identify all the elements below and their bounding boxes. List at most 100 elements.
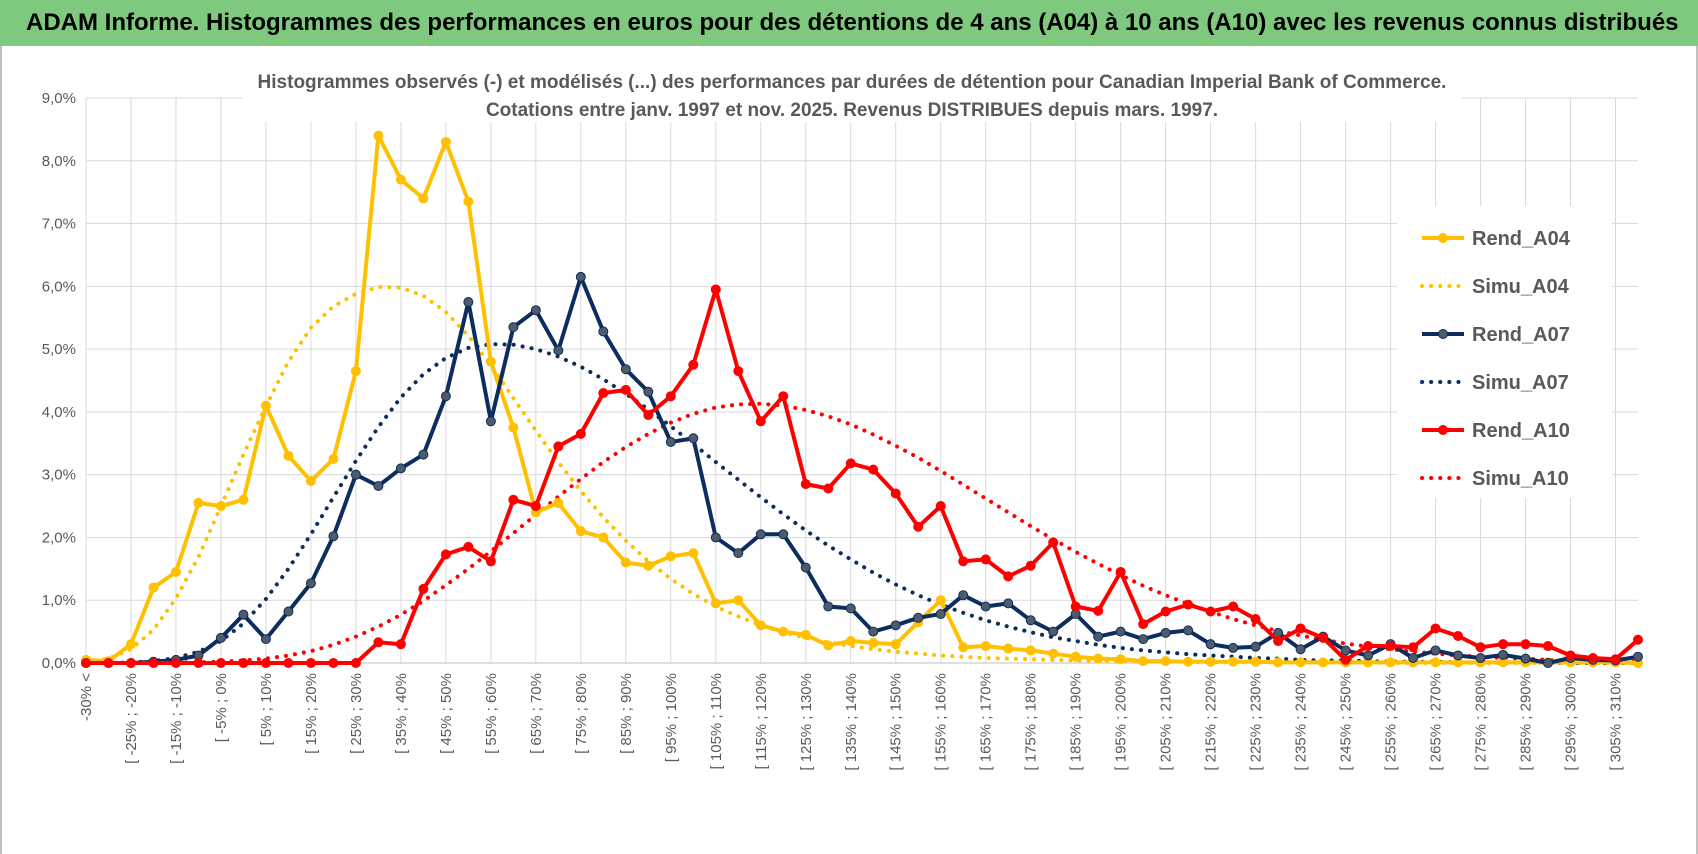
data-point-rend-a04 bbox=[1273, 657, 1284, 668]
data-point-rend-a10 bbox=[643, 410, 654, 421]
data-point-rend-a10 bbox=[440, 549, 451, 560]
data-point-rend-a10 bbox=[418, 583, 429, 594]
x-tick-label: [ 265% ; 270% bbox=[1428, 673, 1445, 771]
data-point-rend-a04 bbox=[1205, 656, 1216, 667]
data-point-rend-a07 bbox=[1228, 642, 1239, 653]
x-tick-label: [ 285% ; 290% bbox=[1518, 673, 1535, 771]
y-tick-label: 9,0% bbox=[42, 90, 76, 107]
data-point-rend-a07 bbox=[1498, 649, 1509, 660]
data-point-rend-a04 bbox=[170, 566, 181, 577]
data-point-rend-a10 bbox=[148, 658, 159, 668]
x-tick-label: [ 305% ; 310% bbox=[1608, 673, 1625, 771]
data-point-rend-a07 bbox=[1430, 645, 1441, 656]
data-point-rend-a07 bbox=[575, 271, 586, 282]
data-point-rend-a07 bbox=[373, 480, 384, 491]
data-point-rend-a10 bbox=[688, 359, 699, 370]
x-axis-ticks: -30% < [ -25% ; -20% [ -15% ; -10% [ -5% ; … bbox=[78, 673, 1625, 771]
data-point-rend-a04 bbox=[1115, 654, 1126, 665]
data-point-rend-a07 bbox=[305, 578, 316, 589]
data-point-rend-a07 bbox=[1138, 634, 1149, 645]
data-point-rend-a07 bbox=[868, 626, 879, 637]
data-point-rend-a07 bbox=[958, 590, 969, 601]
data-point-rend-a10 bbox=[755, 416, 766, 427]
data-point-rend-a04 bbox=[575, 526, 586, 537]
data-point-rend-a07 bbox=[1205, 639, 1216, 650]
data-point-rend-a10 bbox=[1633, 634, 1643, 645]
data-point-rend-a10 bbox=[283, 658, 294, 668]
data-point-rend-a07 bbox=[1543, 658, 1554, 668]
data-point-rend-a04 bbox=[1048, 648, 1059, 659]
data-point-rend-a07 bbox=[1475, 652, 1486, 663]
data-point-rend-a10 bbox=[913, 521, 924, 532]
data-point-rend-a07 bbox=[890, 620, 901, 631]
data-point-rend-a10 bbox=[485, 556, 496, 567]
data-point-rend-a10 bbox=[1430, 623, 1441, 634]
data-point-rend-a04 bbox=[733, 595, 744, 606]
data-point-rend-a10 bbox=[1498, 639, 1509, 650]
x-tick-label: [ 255% ; 260% bbox=[1383, 673, 1400, 771]
data-point-rend-a10 bbox=[1610, 654, 1621, 665]
x-tick-label: [ 235% ; 240% bbox=[1293, 673, 1310, 771]
legend-marker-rend-a10 bbox=[1438, 425, 1448, 435]
x-tick-label: [ 55% ; 60% bbox=[483, 673, 500, 754]
x-tick-label: [ 85% ; 90% bbox=[618, 673, 635, 754]
data-point-rend-a07 bbox=[283, 606, 294, 617]
data-point-rend-a07 bbox=[440, 391, 451, 402]
data-point-rend-a07 bbox=[485, 416, 496, 427]
performance-histogram-chart: 0,0% 1,0% 2,0% 3,0% 4,0% 5,0% 6,0% 7,0% 8,0% 9,0%… bbox=[42, 62, 1643, 771]
data-point-rend-a07 bbox=[800, 562, 811, 573]
data-point-rend-a04 bbox=[1138, 656, 1149, 667]
x-tick-label: [ 215% ; 220% bbox=[1203, 673, 1220, 771]
data-point-rend-a10 bbox=[620, 384, 631, 395]
data-point-rend-a10 bbox=[125, 658, 136, 668]
data-point-rend-a04 bbox=[1160, 656, 1171, 667]
data-point-rend-a10 bbox=[800, 479, 811, 490]
legend-label-rend-a10: Rend_A10 bbox=[1472, 420, 1570, 442]
data-point-rend-a10 bbox=[1543, 641, 1554, 652]
series-layer bbox=[81, 130, 1643, 668]
x-tick-label: [ 185% ; 190% bbox=[1068, 673, 1085, 771]
data-point-rend-a10 bbox=[845, 458, 856, 469]
data-point-rend-a07 bbox=[643, 386, 654, 397]
data-point-rend-a07 bbox=[1115, 626, 1126, 637]
data-point-rend-a10 bbox=[778, 391, 789, 402]
legend-label-simu-a04: Simu_A04 bbox=[1472, 276, 1570, 298]
x-tick-label: [ 125% ; 130% bbox=[798, 673, 815, 771]
data-point-rend-a07 bbox=[1363, 650, 1374, 661]
data-point-rend-a04 bbox=[620, 557, 631, 568]
data-point-rend-a04 bbox=[238, 494, 249, 505]
data-point-rend-a04 bbox=[418, 193, 429, 204]
data-point-rend-a04 bbox=[440, 136, 451, 147]
data-point-rend-a07 bbox=[980, 601, 991, 612]
data-point-rend-a07 bbox=[1408, 652, 1419, 663]
data-point-rend-a10 bbox=[868, 464, 879, 475]
data-point-rend-a04 bbox=[755, 620, 766, 631]
data-point-rend-a10 bbox=[1228, 601, 1239, 612]
data-point-rend-a10 bbox=[193, 658, 204, 668]
data-point-rend-a10 bbox=[1295, 623, 1306, 634]
data-point-rend-a04 bbox=[845, 636, 856, 647]
data-point-rend-a10 bbox=[823, 483, 834, 494]
data-point-rend-a07 bbox=[1340, 645, 1351, 656]
x-tick-label: [ 95% ; 100% bbox=[663, 673, 680, 762]
data-point-rend-a10 bbox=[260, 658, 271, 668]
y-tick-label: 1,0% bbox=[42, 592, 76, 609]
legend-label-rend-a07: Rend_A07 bbox=[1472, 324, 1570, 346]
data-point-rend-a10 bbox=[103, 658, 114, 668]
data-point-rend-a10 bbox=[1160, 606, 1171, 617]
data-point-rend-a04 bbox=[868, 637, 879, 648]
x-tick-label: [ 175% ; 180% bbox=[1023, 673, 1040, 771]
data-point-rend-a04 bbox=[553, 497, 564, 508]
data-point-rend-a10 bbox=[1408, 642, 1419, 653]
data-point-rend-a07 bbox=[1250, 641, 1261, 652]
data-point-rend-a04 bbox=[665, 551, 676, 562]
y-tick-label: 6,0% bbox=[42, 278, 76, 295]
data-point-rend-a04 bbox=[328, 453, 339, 464]
data-point-rend-a04 bbox=[935, 595, 946, 606]
data-point-rend-a07 bbox=[1453, 650, 1464, 661]
data-point-rend-a10 bbox=[980, 554, 991, 565]
data-point-rend-a10 bbox=[1003, 571, 1014, 582]
data-point-rend-a10 bbox=[1520, 639, 1531, 650]
data-point-rend-a04 bbox=[283, 450, 294, 461]
data-point-rend-a04 bbox=[1070, 651, 1081, 662]
